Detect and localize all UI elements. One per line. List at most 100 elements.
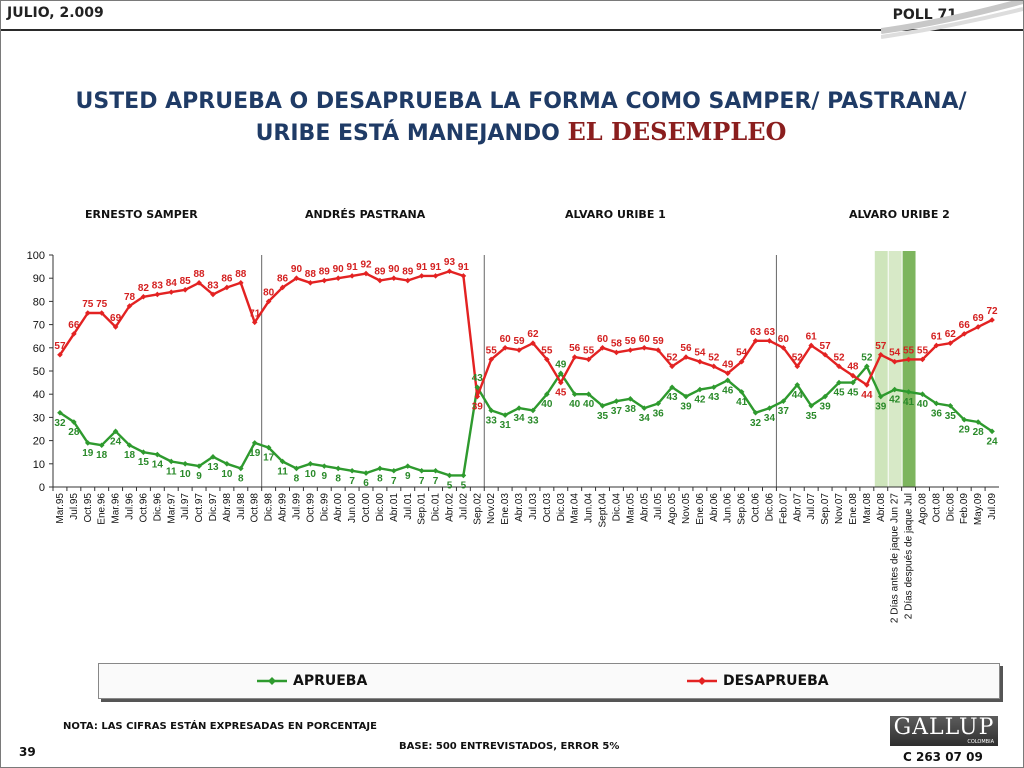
data-label: 34 [764,413,776,424]
x-tick-label: Oct.97 [194,493,205,523]
data-label: 61 [931,331,943,342]
data-label: 90 [291,264,303,275]
data-point [363,270,369,277]
legend-label-disapprove: DESAPRUEBA [723,673,829,689]
x-tick-label: Oct.06 [751,493,762,523]
data-point [836,379,842,386]
data-label: 10 [305,469,317,480]
data-label: 42 [889,395,901,406]
x-tick-label: 2 Días antes de jaque Jun 27 [890,493,901,624]
data-point [210,454,216,460]
x-tick-label: Oct.00 [361,493,372,523]
data-point [544,356,550,363]
data-label: 18 [124,450,136,461]
data-label: 92 [360,260,372,271]
data-point [585,391,592,397]
data-label: 75 [96,299,108,310]
data-point [808,342,814,349]
data-point [335,275,341,281]
data-point [877,351,884,358]
data-label: 54 [736,348,748,359]
data-label: 7 [391,476,397,487]
data-point [460,273,467,279]
y-tick-label: 40 [33,389,45,401]
data-point [641,345,648,351]
data-label: 19 [82,448,94,459]
x-tick-label: Jul.05 [653,493,664,520]
data-label: 44 [861,390,873,401]
data-point [98,442,105,449]
data-label: 8 [238,473,244,484]
x-tick-label: Jun.04 [584,493,595,523]
data-label: 48 [847,362,859,373]
data-label: 17 [263,453,275,464]
data-label: 55 [486,345,498,356]
data-label: 45 [847,388,859,399]
x-tick-label: Oct.95 [83,493,94,523]
data-point [850,372,856,379]
data-point [502,412,508,418]
data-point [697,358,703,365]
y-tick-label: 30 [33,412,45,424]
data-label: 35 [597,411,609,422]
y-tick-label: 90 [33,273,45,285]
data-point [655,347,661,353]
data-label: 7 [419,476,425,487]
data-label: 62 [945,329,957,340]
data-label: 69 [110,313,122,324]
data-point [669,384,675,391]
data-point [446,472,453,479]
data-label: 33 [486,415,498,426]
data-point [363,470,369,476]
data-label: 36 [653,408,665,419]
data-point [947,340,954,346]
y-tick-label: 10 [33,459,45,471]
x-tick-label: 2 Días después de jaque Jul [904,493,915,619]
data-label: 63 [750,327,762,338]
data-label: 90 [388,264,400,275]
x-tick-label: Mar.95 [55,493,66,524]
x-tick-label: Mar.08 [862,493,873,524]
x-tick-label: May.09 [973,493,984,525]
data-label: 40 [917,399,929,410]
legend-label-approve: APRUEBA [293,673,368,689]
data-label: 5 [461,480,467,491]
data-label: 33 [527,415,539,426]
data-label: 15 [138,457,150,468]
legend-item-approve: APRUEBA [257,673,367,689]
data-point [557,370,564,377]
x-tick-label: Dic.06 [764,493,775,522]
data-label: 89 [319,267,331,278]
data-label: 55 [903,345,915,356]
x-tick-label: Dic.96 [152,493,163,522]
data-label: 56 [569,343,581,354]
data-label: 52 [861,352,873,363]
data-point [989,428,995,435]
data-point [307,280,314,286]
data-label: 59 [513,336,525,347]
x-tick-label: Dic.03 [556,493,567,522]
data-label: 58 [611,338,623,349]
x-tick-label: Sept.04 [598,493,609,528]
data-label: 11 [277,466,288,477]
data-point [446,268,453,275]
title-line-2: URIBE ESTÁ MANEJANDO EL DESEMPLEO [41,117,1001,149]
data-point [780,398,787,404]
data-point [196,280,202,286]
data-label: 37 [611,406,623,417]
data-label: 10 [180,469,192,480]
x-tick-label: Ene.03 [500,493,511,525]
data-point [822,393,828,400]
data-point [57,409,63,416]
x-tick-label: Dic.08 [945,493,956,522]
data-point [71,419,77,425]
data-point [877,393,884,400]
data-label: 62 [527,329,539,340]
x-tick-label: Jul.07 [806,493,817,520]
data-point [766,405,773,411]
data-label: 5 [447,480,453,491]
header-rule [1,29,1023,31]
x-tick-label: Jul.95 [69,493,80,520]
president-label-uribe-1: ALVARO URIBE 1 [565,208,666,221]
data-label: 60 [500,334,512,345]
